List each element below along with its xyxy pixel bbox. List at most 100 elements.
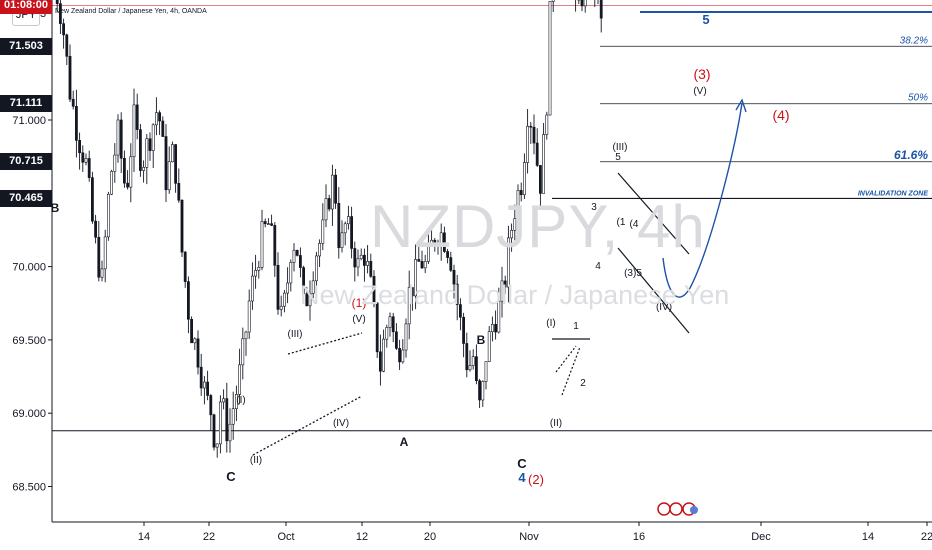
candle-body (318, 243, 322, 257)
wave-label: (I) (236, 395, 245, 406)
price-tick-label: 69.500 (12, 335, 46, 347)
candle-body (199, 366, 203, 389)
candle-body (404, 323, 408, 351)
time-tick-label: 14 (862, 531, 874, 543)
candle-body (526, 125, 530, 163)
symbol-description: New Zealand Dollar / Japanese Yen, 4h, O… (55, 8, 207, 15)
candle-body (420, 261, 424, 269)
candle-body (401, 349, 405, 363)
candle-body (55, 0, 59, 4)
candle-body (87, 158, 91, 178)
candle-body (465, 343, 469, 371)
price-axis: 68.50069.00069.50070.00070.50071.00071.5… (12, 0, 53, 522)
wave-label: C (226, 469, 236, 484)
wave-label: (IV) (656, 302, 672, 313)
dividend-event-icon (690, 506, 698, 514)
symbol-watermark: NZDJPY, 4h (370, 193, 706, 260)
candle-body (455, 283, 459, 305)
candle-body (295, 249, 299, 256)
candle-body (350, 216, 354, 249)
candle-body (97, 236, 101, 278)
candle-body (151, 124, 155, 151)
price-tag: 71.111 (0, 95, 52, 113)
candle-body (446, 251, 450, 258)
candle-body (359, 254, 363, 260)
candle-body (254, 270, 258, 277)
candle-body (378, 351, 382, 372)
time-tick-label: 22 (921, 531, 932, 543)
price-tag: 70.715 (0, 153, 52, 171)
candle-body (193, 338, 197, 344)
candle-body (439, 232, 443, 245)
candle-body (177, 183, 181, 201)
time-tick-label: 14 (138, 531, 150, 543)
wave-label: A (400, 435, 409, 449)
candle-body (494, 324, 498, 333)
candle-body (65, 34, 69, 57)
price-tick-label: 69.000 (12, 408, 46, 420)
candle-body (270, 223, 274, 226)
candle-body (187, 281, 190, 320)
candle-body (68, 55, 72, 100)
candle-body (487, 331, 491, 362)
candle-body (452, 269, 456, 285)
candle-body (164, 136, 168, 191)
time-tick-label: 20 (424, 531, 436, 543)
wave-label: (II) (250, 455, 262, 466)
wave-label: (1) (352, 296, 367, 310)
candle-body (123, 157, 126, 184)
candle-body (545, 114, 549, 135)
wave-label: 5 (615, 152, 621, 163)
horizontal-levels: -61.8%-27.2%38.2%50%61.6%INVALIDATION ZO… (52, 5, 932, 432)
candle-body (71, 98, 75, 107)
candle-body (161, 120, 165, 137)
candle-body (506, 237, 510, 288)
candle-body (580, 0, 584, 7)
candle-body (343, 223, 347, 234)
candle-body (282, 292, 286, 307)
analysis-drawings (252, 98, 747, 456)
candle-body (244, 331, 248, 340)
wave-label: B (51, 201, 60, 215)
candle-body (215, 443, 219, 448)
candle-body (337, 202, 341, 248)
price-tag: 70.465 (0, 189, 52, 207)
economic-event-icon (657, 502, 671, 516)
candle-body (302, 267, 306, 295)
candle-body (417, 259, 421, 262)
candle-body (171, 144, 174, 163)
candle-body (129, 156, 133, 188)
candle-body (346, 216, 350, 225)
candle-body (382, 338, 386, 372)
wave-label: (3)5 (624, 268, 642, 279)
price-tick-label: 68.500 (12, 482, 46, 494)
price-tag: 01:08:00 (0, 0, 52, 15)
candle-body (519, 190, 523, 196)
description-watermark: New Zealand Dollar / Japanese Yen (300, 280, 730, 310)
fib-label: INVALIDATION ZONE (858, 190, 928, 197)
candle-body (436, 243, 440, 247)
candle-body (241, 338, 245, 366)
projection-arrow-head (735, 98, 747, 113)
time-tick-label: 12 (356, 531, 368, 543)
candle-body (119, 119, 123, 159)
channel-upper-line (617, 172, 690, 255)
candle-body (203, 381, 206, 389)
candle-body (599, 0, 603, 19)
candle-body (385, 327, 389, 340)
candle-body (497, 300, 501, 333)
price-tick-label: 70.000 (12, 262, 46, 274)
candle-body (238, 364, 242, 395)
candle-body (308, 292, 312, 307)
candle-body (155, 112, 158, 126)
projection-curve (662, 102, 743, 298)
candle-body (522, 162, 526, 196)
candle-body (183, 251, 187, 282)
candle-body (62, 23, 66, 36)
candle-body (251, 275, 254, 302)
candle-body (510, 229, 514, 239)
candle-body (583, 0, 587, 7)
wave-label: (4 (630, 219, 639, 230)
wave-label: (4) (772, 107, 789, 123)
